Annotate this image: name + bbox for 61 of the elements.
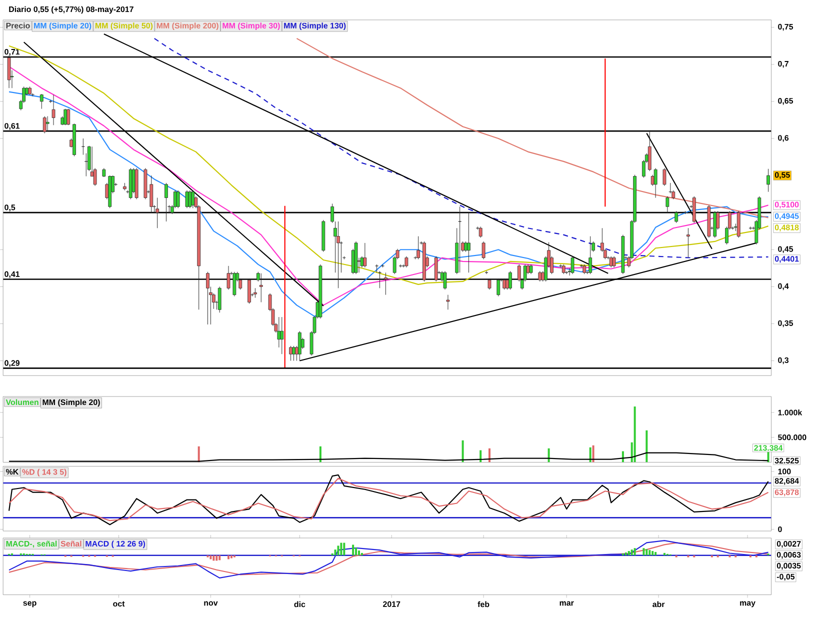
candlestick <box>156 198 160 229</box>
candlestick <box>496 278 500 297</box>
line-series <box>296 38 769 218</box>
candlestick <box>248 278 251 304</box>
candlestick <box>191 190 195 209</box>
candlestick <box>404 256 408 268</box>
candlestick <box>674 210 678 224</box>
candlestick <box>206 272 210 325</box>
candlestick <box>692 196 696 224</box>
candlestick <box>443 271 447 290</box>
candlestick <box>188 190 192 209</box>
candlestick <box>232 272 236 297</box>
candlestick <box>766 168 770 192</box>
candlestick <box>464 241 468 252</box>
candlestick <box>662 168 666 186</box>
candlestick <box>562 264 566 274</box>
candlestick <box>280 316 284 355</box>
candlestick <box>292 346 296 362</box>
candlestick <box>478 226 482 238</box>
candlestick <box>416 236 420 260</box>
candlestick <box>612 256 616 268</box>
candlestick <box>713 210 717 238</box>
candlestick <box>298 331 302 362</box>
candlestick <box>254 288 257 298</box>
candlestick <box>289 346 292 362</box>
candlestick <box>588 236 592 274</box>
candlestick <box>150 175 154 213</box>
candlestick <box>66 108 70 126</box>
candlestick <box>488 278 492 290</box>
candlestick <box>686 228 690 258</box>
candlestick <box>52 94 56 126</box>
candlestick <box>502 278 506 290</box>
candlestick <box>648 132 652 172</box>
candlestick <box>384 272 388 296</box>
candlestick <box>458 206 462 273</box>
line-series <box>8 452 769 462</box>
candlestick <box>185 190 189 209</box>
candlestick <box>582 264 586 274</box>
candlestick <box>259 273 263 303</box>
candlestick <box>654 168 658 198</box>
candlestick <box>46 116 50 132</box>
candlestick <box>40 94 44 110</box>
candlestick <box>7 55 11 88</box>
candlestick <box>538 271 542 282</box>
candlestick <box>666 196 670 213</box>
candlestick <box>164 182 168 222</box>
line-series <box>154 38 769 258</box>
candlestick <box>467 212 470 273</box>
candlestick <box>218 286 222 314</box>
candlestick <box>176 190 180 209</box>
candlestick <box>570 256 574 274</box>
candlestick <box>42 116 46 134</box>
candlestick <box>482 241 486 260</box>
candlestick <box>363 242 367 268</box>
candlestick <box>336 221 340 289</box>
candlestick <box>226 266 230 290</box>
candlestick <box>434 256 438 282</box>
candlestick <box>446 294 450 310</box>
candlestick <box>529 264 533 274</box>
candlestick <box>736 210 740 238</box>
candlestick <box>508 271 512 290</box>
